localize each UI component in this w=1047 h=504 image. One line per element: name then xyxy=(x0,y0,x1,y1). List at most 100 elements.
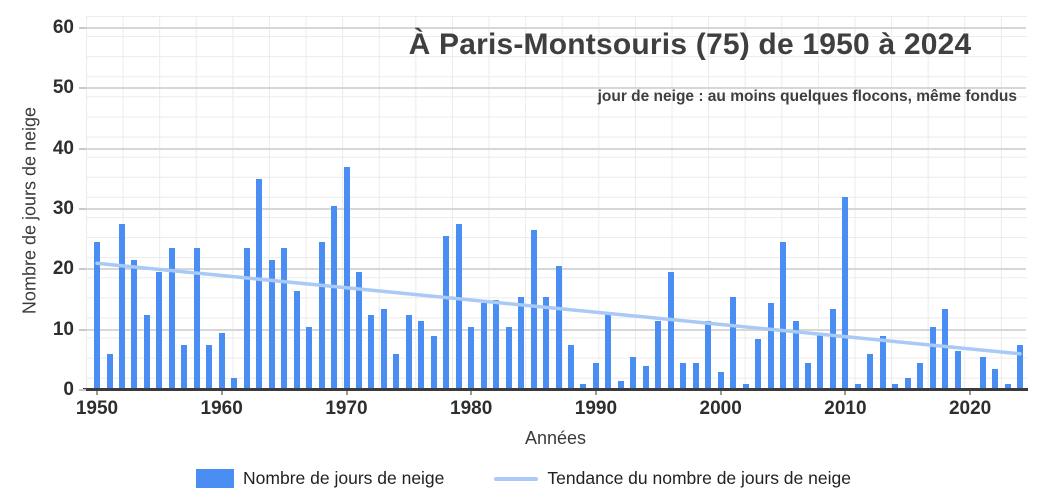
bar-1991 xyxy=(605,314,612,390)
bar-1983 xyxy=(505,326,512,390)
bar-1972 xyxy=(368,314,375,390)
bar-1982 xyxy=(493,299,500,390)
bar-2022 xyxy=(992,368,999,390)
bar-1959 xyxy=(206,344,213,390)
bar-1950 xyxy=(94,242,100,390)
bar-1969 xyxy=(331,206,337,390)
bar-1986 xyxy=(543,296,549,390)
bar-1978 xyxy=(443,236,450,390)
y-tick-label-0: 0 xyxy=(63,379,74,400)
bar-1997 xyxy=(680,362,687,390)
bar-1961 xyxy=(231,377,238,390)
bar-1973 xyxy=(380,308,387,390)
bar-2002 xyxy=(742,384,749,390)
y-tick-mark-30 xyxy=(79,208,86,210)
y-tick-label-10: 10 xyxy=(52,318,74,340)
bar-1980 xyxy=(468,326,475,390)
bar-2001 xyxy=(730,296,737,390)
bar-1971 xyxy=(355,272,362,390)
legend-item-trend: Tendance du nombre de jours de neige xyxy=(494,468,851,489)
x-tick-mark-1960 xyxy=(220,391,223,395)
bar-1994 xyxy=(642,365,649,390)
y-tick-mark-20 xyxy=(79,268,86,271)
bar-1993 xyxy=(630,356,637,390)
bar-2007 xyxy=(805,362,811,390)
bar-1960 xyxy=(218,332,225,390)
bar-1962 xyxy=(243,248,250,390)
bar-2004 xyxy=(767,302,774,390)
bar-1953 xyxy=(131,260,138,390)
bar-2013 xyxy=(879,335,886,390)
x-tick-label-1970: 1970 xyxy=(325,398,368,419)
y-tick-label-20: 20 xyxy=(52,258,74,280)
x-tick-label-1980: 1980 xyxy=(450,398,493,419)
plot-area xyxy=(85,27,1026,390)
bar-series-swatch-icon xyxy=(196,469,235,488)
trend-line-swatch-icon xyxy=(494,476,539,481)
x-tick-label-2010: 2010 xyxy=(824,398,867,419)
bar-1987 xyxy=(555,266,562,390)
bar-1957 xyxy=(181,344,188,390)
y-axis-title: Nombre de jours de neige xyxy=(19,106,40,315)
bar-2000 xyxy=(717,371,724,390)
y-tick-mark-10 xyxy=(79,328,86,331)
trend-line-layer xyxy=(95,261,1022,356)
y-tick-label-60: 60 xyxy=(52,17,74,38)
bar-1981 xyxy=(480,302,487,390)
y-tick-mark-60 xyxy=(79,27,86,29)
legend: Nombre de jours de neige Tendance du nom… xyxy=(0,468,1047,489)
x-tick-mark-1970 xyxy=(345,391,348,395)
bar-1992 xyxy=(617,380,624,390)
bar-2019 xyxy=(954,350,961,390)
bar-1970 xyxy=(343,166,350,390)
gridline-50 xyxy=(85,87,1026,90)
gridline-40 xyxy=(85,147,1026,150)
bar-1985 xyxy=(530,230,537,390)
bar-2024 xyxy=(1017,344,1023,390)
bar-2018 xyxy=(942,308,949,390)
bar-1965 xyxy=(281,248,288,390)
bar-1966 xyxy=(293,290,300,390)
gridline-60 xyxy=(85,27,1026,29)
x-tick-mark-1990 xyxy=(594,391,597,395)
bar-1995 xyxy=(655,320,662,390)
bar-2011 xyxy=(854,384,861,390)
y-tick-mark-40 xyxy=(79,147,86,150)
bar-2003 xyxy=(755,338,762,390)
gridline-30 xyxy=(85,208,1026,210)
x-tick-label-2000: 2000 xyxy=(699,398,742,419)
bar-1988 xyxy=(568,344,574,390)
y-tick-label-40: 40 xyxy=(52,137,74,159)
bar-2012 xyxy=(867,353,874,390)
bar-1979 xyxy=(455,224,462,390)
bar-1998 xyxy=(692,362,699,390)
bar-2014 xyxy=(892,384,899,390)
bar-2021 xyxy=(979,356,986,390)
x-tick-label-1990: 1990 xyxy=(574,398,618,419)
x-tick-label-2020: 2020 xyxy=(948,398,992,419)
bar-1976 xyxy=(418,320,425,390)
x-tick-label-1960: 1960 xyxy=(200,398,243,419)
bar-1975 xyxy=(405,314,412,390)
x-tick-mark-1950 xyxy=(96,391,98,395)
bar-1996 xyxy=(667,272,674,390)
bar-1958 xyxy=(193,248,200,390)
bar-2017 xyxy=(929,326,936,390)
bar-1955 xyxy=(156,272,163,390)
x-tick-mark-2000 xyxy=(719,391,722,395)
x-tick-mark-2020 xyxy=(969,391,972,395)
bar-1999 xyxy=(705,320,712,390)
bar-2016 xyxy=(917,362,924,390)
legend-bars-label: Nombre de jours de neige xyxy=(243,468,445,488)
bar-1964 xyxy=(268,260,275,390)
x-tick-label-1950: 1950 xyxy=(75,398,119,419)
legend-item-bars: Nombre de jours de neige xyxy=(196,468,444,489)
bar-1963 xyxy=(256,178,263,390)
y-tick-mark-0 xyxy=(79,389,86,391)
bar-1967 xyxy=(306,326,312,390)
y-tick-label-50: 50 xyxy=(52,77,74,99)
y-tick-label-30: 30 xyxy=(52,198,74,219)
bar-1952 xyxy=(118,224,125,390)
bar-1954 xyxy=(143,314,150,390)
